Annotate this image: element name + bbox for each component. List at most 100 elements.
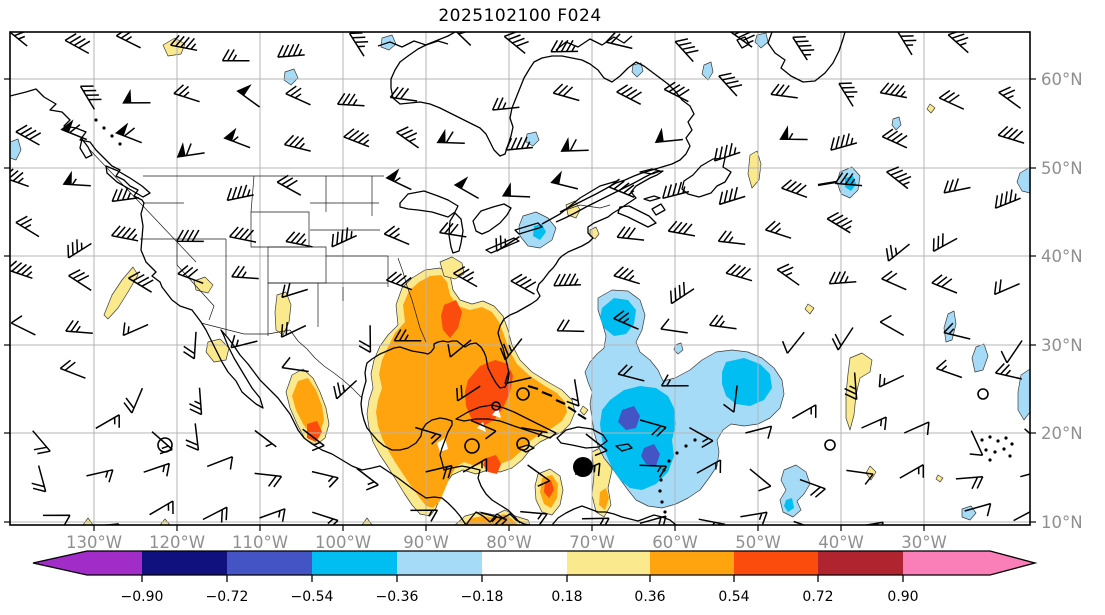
map-frame bbox=[9, 31, 1031, 526]
coastline bbox=[617, 205, 657, 228]
anomaly-patch-ind bbox=[641, 444, 660, 466]
wind-barb bbox=[226, 184, 254, 202]
anomaly-patch-cy bbox=[784, 498, 794, 512]
wind-barb bbox=[128, 271, 154, 293]
anomaly-patch-py bbox=[804, 303, 815, 315]
chart-title: 2025102100 F024 bbox=[438, 6, 602, 26]
wind-barb bbox=[65, 319, 93, 334]
coastline bbox=[551, 505, 677, 525]
anomaly-patch-cy bbox=[533, 224, 546, 240]
island-dot bbox=[988, 435, 992, 439]
colorbar-segment bbox=[818, 551, 903, 575]
wind-barb bbox=[143, 462, 171, 477]
colorbar-segment bbox=[227, 551, 312, 575]
x-tick-label: 40°W bbox=[818, 533, 864, 552]
wind-barb bbox=[885, 243, 910, 262]
coastline bbox=[541, 180, 618, 225]
island-dot bbox=[684, 444, 688, 448]
wind-barb bbox=[770, 83, 798, 99]
wind-barb bbox=[333, 379, 358, 400]
wind-barb bbox=[879, 314, 905, 337]
anomaly-patch-lb bbox=[754, 32, 769, 49]
wind-barb bbox=[79, 85, 102, 110]
anomaly-patch-lb bbox=[701, 61, 714, 81]
wind-barb bbox=[709, 314, 737, 330]
anomaly-patch-py bbox=[193, 276, 214, 294]
wind-barb bbox=[997, 125, 1025, 144]
anomaly-patch-py bbox=[439, 256, 465, 280]
wind-barb bbox=[59, 359, 86, 379]
calm-wind-circle bbox=[977, 388, 989, 400]
wind-barb bbox=[393, 329, 422, 342]
coastline bbox=[10, 88, 467, 525]
wind-barb bbox=[254, 429, 277, 448]
wind-barb bbox=[943, 178, 971, 194]
wind-barb bbox=[410, 509, 439, 522]
wind-barb bbox=[183, 331, 197, 360]
wind-barb bbox=[878, 373, 905, 388]
anomaly-patch-lb bbox=[891, 116, 902, 131]
wind-barb bbox=[389, 86, 418, 102]
coastline bbox=[643, 195, 661, 202]
colorbar-tick-label: 0.54 bbox=[718, 589, 749, 605]
wind-barb bbox=[729, 32, 755, 48]
colorbar-left-arrow bbox=[33, 551, 87, 575]
island-dot bbox=[658, 489, 662, 493]
wind-barb bbox=[527, 464, 551, 487]
wind-barb bbox=[223, 127, 251, 149]
wind-barb bbox=[283, 134, 311, 152]
island-dot bbox=[667, 459, 671, 463]
wind-barb bbox=[281, 283, 309, 299]
wind-barb bbox=[383, 225, 410, 246]
wind-barb bbox=[456, 385, 481, 402]
wind-barb bbox=[15, 215, 40, 238]
wind-barb bbox=[31, 465, 47, 493]
island-dash bbox=[817, 180, 837, 187]
anomaly-patch-py bbox=[926, 103, 936, 114]
anomaly-patch-lb bbox=[1017, 368, 1030, 421]
island-dot bbox=[102, 126, 106, 130]
colorbar-segment bbox=[567, 551, 650, 575]
wind-barb bbox=[791, 404, 817, 419]
wind-barb bbox=[764, 220, 792, 239]
anomaly-patch-py bbox=[274, 291, 292, 336]
wind-barb bbox=[781, 331, 805, 354]
calm-wind-circle bbox=[516, 387, 530, 401]
wind-barb bbox=[68, 269, 92, 292]
wind-barb bbox=[831, 327, 854, 351]
calm-wind-circle bbox=[824, 439, 836, 451]
wind-barb bbox=[202, 506, 228, 523]
y-tick-label: 60°N bbox=[1041, 70, 1083, 89]
anomaly-patch-py bbox=[865, 465, 877, 481]
x-tick-label: 130°W bbox=[66, 533, 122, 552]
wind-barb bbox=[259, 508, 286, 522]
island-dot bbox=[1002, 447, 1006, 451]
coastline bbox=[399, 190, 459, 218]
wind-barb bbox=[356, 467, 379, 491]
wind-barb bbox=[550, 39, 579, 53]
anomaly-patch-py bbox=[935, 474, 944, 483]
anomaly-patch-lb bbox=[10, 138, 22, 161]
wind-barb bbox=[229, 226, 257, 243]
wind-barb bbox=[834, 172, 863, 187]
x-tick-label: 120°W bbox=[149, 533, 205, 552]
anomaly-patch-or bbox=[292, 378, 324, 435]
anomaly-patch-cy bbox=[600, 298, 636, 336]
wind-barb bbox=[230, 334, 258, 349]
colorbar-tick-label: 0.18 bbox=[551, 589, 582, 605]
state-border bbox=[200, 322, 291, 335]
wind-barb bbox=[1024, 428, 1030, 435]
x-tick-label: 50°W bbox=[735, 533, 781, 552]
wind-barb bbox=[122, 322, 149, 337]
wind-barb bbox=[938, 89, 965, 110]
wind-barb bbox=[123, 387, 144, 414]
coastline bbox=[79, 138, 93, 159]
island-dash bbox=[541, 390, 553, 398]
wind-barb bbox=[520, 510, 548, 525]
x-tick-label: 60°W bbox=[652, 533, 698, 552]
island-dot bbox=[662, 468, 666, 472]
station-markers bbox=[94, 118, 1014, 514]
coastline bbox=[639, 168, 661, 175]
wind-barb bbox=[613, 310, 639, 330]
anomaly-patch-lb bbox=[971, 343, 989, 373]
